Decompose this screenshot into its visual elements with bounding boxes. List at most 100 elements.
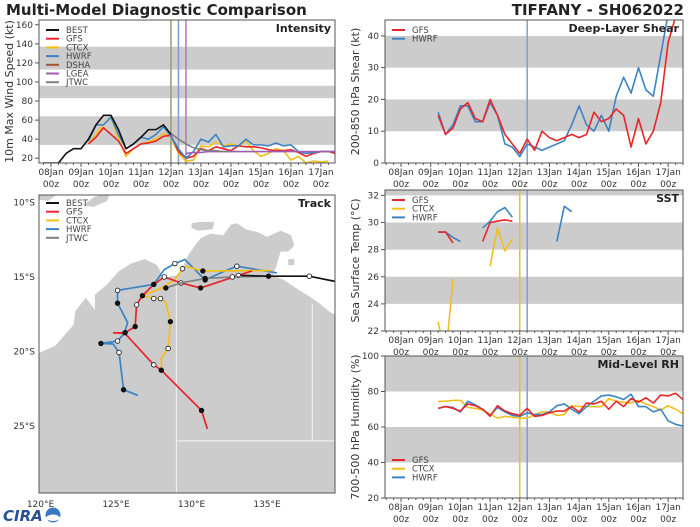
series-line-ctcx xyxy=(438,397,683,419)
x-tick-label: 16Jan xyxy=(278,168,303,178)
x-tick-label: 10Jan xyxy=(448,503,473,513)
x-tick-sublabel: 00z xyxy=(660,180,676,190)
y-tick-label: 0 xyxy=(373,159,379,169)
x-tick-label: 14Jan xyxy=(218,168,243,178)
x-tick-label: 11Jan xyxy=(477,336,502,346)
shaded-band xyxy=(385,427,683,463)
shear-plot-area xyxy=(385,20,683,163)
legend-label: HWRF xyxy=(66,225,92,235)
series-line-gfs xyxy=(481,219,513,242)
x-tick-label: 09Jan xyxy=(68,168,93,178)
legend-label: GFS xyxy=(412,26,429,36)
shear-panel: 08Jan 00z 09Jan 00z 10Jan 00z 11Jan 00z 12Jan 00z… xyxy=(349,19,684,190)
lon-tick-label: 125°E xyxy=(102,500,130,510)
legend-label: DSHA xyxy=(66,61,90,71)
track-marker-filled xyxy=(98,340,104,347)
x-tick-label: 09Jan xyxy=(418,503,443,513)
x-tick-label: 11Jan xyxy=(477,503,502,513)
x-tick-sublabel: 00z xyxy=(660,348,676,358)
x-tick-sublabel: 00z xyxy=(541,348,557,358)
x-tick-label: 10Jan xyxy=(448,168,473,178)
x-tick-label: 09Jan xyxy=(418,168,443,178)
plot-frame xyxy=(38,194,336,494)
x-tick-sublabel: 00z xyxy=(423,180,439,190)
track-marker-filled xyxy=(197,285,204,291)
series-line-gfs xyxy=(437,20,676,155)
track-marker-filled xyxy=(158,367,165,373)
x-tick-label: 08Jan xyxy=(388,336,413,346)
lat-tick-label: 15°S xyxy=(13,273,35,283)
track-marker-filled xyxy=(202,275,208,282)
y-tick-label: 24 xyxy=(368,300,380,310)
y-tick-label: 40 xyxy=(368,32,380,42)
series-line-hwrf xyxy=(556,205,573,242)
legend-label: GFS xyxy=(66,208,83,218)
track-marker-open xyxy=(114,287,121,294)
x-tick-sublabel: 00z xyxy=(223,180,239,190)
series-line-lgea xyxy=(185,150,335,155)
x-tick-sublabel: 00z xyxy=(193,180,209,190)
x-tick-sublabel: 00z xyxy=(452,180,468,190)
x-tick-label: 11Jan xyxy=(477,168,502,178)
intensity-panel: 08Jan 00z 09Jan 00z 10Jan 00z 11Jan 00z 12Jan 00z… xyxy=(3,19,336,190)
y-tick-label: 28 xyxy=(368,246,380,256)
legend-label: GFS xyxy=(66,35,83,45)
legend-label: CTCX xyxy=(66,43,89,53)
lon-tick-label: 120°E xyxy=(27,500,55,510)
x-tick-sublabel: 00z xyxy=(512,515,528,525)
intensity-plot-area xyxy=(39,20,335,163)
lat-tick-label: 10°S xyxy=(13,198,35,208)
x-tick-label: 17Jan xyxy=(655,168,680,178)
x-tick-sublabel: 00z xyxy=(423,515,439,525)
x-tick-label: 16Jan xyxy=(626,336,651,346)
sst-plot-area xyxy=(385,190,683,331)
lat-tick-label: 20°S xyxy=(13,347,35,357)
x-tick-label: 10Jan xyxy=(448,336,473,346)
x-tick-sublabel: 00z xyxy=(313,180,329,190)
y-axis-label: 10m Max Wind Speed (kt) xyxy=(3,20,16,163)
shaded-band xyxy=(385,99,683,132)
y-tick-label: 10 xyxy=(368,127,380,137)
track-marker-filled xyxy=(151,281,157,288)
series-line-ctcx xyxy=(437,279,454,331)
legend-label: JTWC xyxy=(65,234,88,244)
x-tick-sublabel: 00z xyxy=(393,515,409,525)
y-tick-label: 160 xyxy=(16,21,33,31)
storm-title: TIFFANY - SH062022 xyxy=(511,1,684,19)
x-tick-label: 14Jan xyxy=(566,336,591,346)
y-tick-label: 80 xyxy=(368,388,380,398)
x-tick-label: 16Jan xyxy=(626,168,651,178)
timor-island xyxy=(82,195,110,207)
x-tick-label: 12Jan xyxy=(158,168,183,178)
legend-label: HWRF xyxy=(412,35,438,45)
x-tick-label: 08Jan xyxy=(38,168,63,178)
plot-frame xyxy=(38,19,336,164)
sst-panel: 08Jan 00z 09Jan 00z 10Jan 00z 11Jan 00z 12Jan 00z… xyxy=(349,189,684,358)
x-tick-label: 15Jan xyxy=(596,503,621,513)
x-tick-sublabel: 00z xyxy=(103,180,119,190)
track-line-best xyxy=(241,274,335,283)
plot-frame xyxy=(384,189,684,332)
x-tick-sublabel: 00z xyxy=(482,515,498,525)
x-tick-sublabel: 00z xyxy=(630,515,646,525)
track-marker-filled xyxy=(122,329,128,336)
track-plot-area xyxy=(39,195,335,493)
x-tick-sublabel: 00z xyxy=(133,180,149,190)
x-tick-label: 17Jan xyxy=(308,168,333,178)
track-marker-open xyxy=(157,295,164,302)
x-tick-sublabel: 00z xyxy=(571,515,587,525)
series-line-best xyxy=(43,114,172,163)
x-tick-sublabel: 00z xyxy=(73,180,89,190)
x-tick-label: 13Jan xyxy=(537,168,562,178)
y-tick-label: 80 xyxy=(22,97,34,107)
track-marker-open xyxy=(306,273,313,279)
rh-plot-area xyxy=(385,356,683,498)
panel-title: Track xyxy=(298,197,332,210)
x-tick-sublabel: 00z xyxy=(482,180,498,190)
series-line-ctcx xyxy=(489,227,514,267)
track-marker-open xyxy=(133,302,140,308)
track-marker-filled xyxy=(120,387,127,393)
x-tick-sublabel: 00z xyxy=(601,180,617,190)
x-tick-label: 13Jan xyxy=(537,336,562,346)
track-marker-filled xyxy=(167,318,174,325)
